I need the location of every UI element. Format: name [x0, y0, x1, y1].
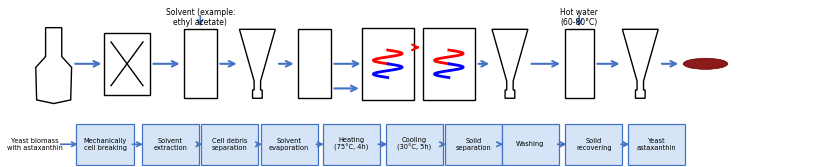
FancyBboxPatch shape [565, 124, 622, 165]
Text: Cell debris
separation: Cell debris separation [212, 138, 248, 151]
FancyBboxPatch shape [502, 124, 559, 165]
FancyBboxPatch shape [323, 124, 380, 165]
FancyBboxPatch shape [261, 124, 318, 165]
FancyBboxPatch shape [386, 124, 443, 165]
FancyBboxPatch shape [104, 33, 150, 95]
Text: Yeast
astaxanthin: Yeast astaxanthin [637, 138, 676, 151]
FancyBboxPatch shape [201, 124, 258, 165]
Text: Mechanically
cell breaking: Mechanically cell breaking [83, 138, 126, 151]
Text: Solvent
evaporation: Solvent evaporation [269, 138, 309, 151]
PathPatch shape [239, 29, 276, 98]
FancyBboxPatch shape [77, 124, 134, 165]
Bar [298, 29, 331, 98]
Text: Yeast biomass
with astaxanthin: Yeast biomass with astaxanthin [7, 138, 63, 151]
Text: Heating
(75°C, 4h): Heating (75°C, 4h) [334, 137, 368, 151]
Text: Hot water
(60-80°C): Hot water (60-80°C) [560, 8, 598, 27]
FancyBboxPatch shape [445, 124, 502, 165]
Text: Solvent
extraction: Solvent extraction [153, 138, 187, 151]
Bar [361, 28, 414, 100]
Bar [184, 29, 217, 98]
Ellipse shape [683, 58, 728, 69]
Text: Solid
separation: Solid separation [455, 138, 491, 151]
Text: Solid
recovering: Solid recovering [576, 138, 611, 151]
Text: Solvent (example:
ethyl acetate): Solvent (example: ethyl acetate) [166, 8, 235, 27]
PathPatch shape [492, 29, 528, 98]
PathPatch shape [35, 28, 72, 104]
FancyBboxPatch shape [142, 124, 199, 165]
Bar [564, 29, 594, 98]
Text: Cooling
(30°C, 5h): Cooling (30°C, 5h) [398, 137, 431, 151]
FancyBboxPatch shape [628, 124, 685, 165]
Bar [422, 28, 475, 100]
PathPatch shape [622, 29, 658, 98]
Text: Washing: Washing [516, 141, 545, 147]
